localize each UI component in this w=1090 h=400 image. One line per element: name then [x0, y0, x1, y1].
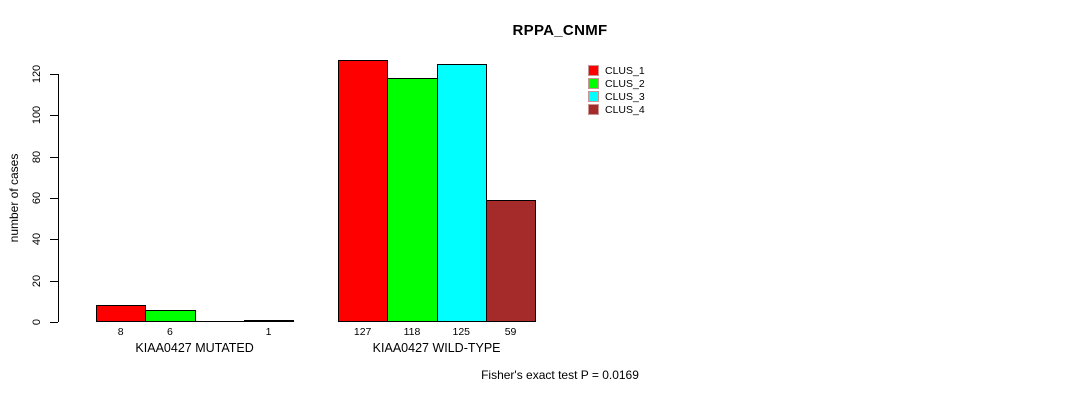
chart-title: RPPA_CNMF [512, 22, 608, 39]
bar-clus-1-group1 [96, 305, 146, 322]
legend-label: CLUS_1 [605, 64, 645, 77]
x-group-label: KIAA0427 WILD-TYPE [372, 341, 501, 355]
y-axis-tick [50, 157, 58, 158]
bar-value-label: 8 [117, 326, 124, 338]
y-axis-tick-label: 20 [31, 274, 43, 288]
bar-value-label: 1 [265, 326, 272, 338]
y-axis-tick [50, 322, 58, 323]
y-axis-tick [50, 198, 58, 199]
bar-value-label: 118 [403, 326, 421, 338]
bar-clus-3-group1-zero [195, 321, 245, 322]
legend-row: CLUS_2 [588, 77, 645, 90]
y-axis-tick [50, 115, 58, 116]
annotation-text: Fisher's exact test P = 0.0169 [481, 368, 639, 382]
legend-row: CLUS_3 [588, 90, 645, 103]
y-axis-tick [50, 74, 58, 75]
y-axis-title: number of cases [7, 153, 21, 243]
legend-row: CLUS_1 [588, 64, 645, 77]
y-axis-tick-label: 60 [31, 191, 43, 205]
legend-row: CLUS_4 [588, 103, 645, 116]
legend-label: CLUS_2 [605, 77, 645, 90]
y-axis-tick-label: 0 [31, 318, 43, 326]
bar-value-label: 6 [167, 326, 173, 338]
y-axis-line [58, 74, 59, 322]
legend-label: CLUS_3 [605, 90, 645, 103]
bar-clus-2-group1 [145, 310, 196, 322]
bar-clus-3-group2 [437, 64, 487, 322]
legend-swatch-clus-2 [588, 78, 599, 89]
x-group-label: KIAA0427 MUTATED [135, 341, 254, 355]
y-axis-tick [50, 281, 58, 282]
bar-clus-1-group2 [338, 60, 388, 322]
y-axis-tick-label: 40 [31, 232, 43, 246]
bar-clus-4-group2 [486, 200, 536, 322]
legend-swatch-clus-4 [588, 104, 599, 115]
y-axis-tick-label: 120 [31, 64, 43, 84]
bar-clus-4-group1 [244, 320, 294, 322]
legend-label: CLUS_4 [605, 103, 645, 116]
legend-swatch-clus-3 [588, 91, 599, 102]
legend-swatch-clus-1 [588, 65, 599, 76]
bar-value-label: 125 [452, 326, 471, 338]
bar-clus-2-group2 [387, 78, 438, 322]
y-axis-tick [50, 239, 58, 240]
bar-value-label: 127 [353, 326, 372, 338]
y-axis-tick-label: 100 [31, 105, 43, 125]
y-axis-tick-label: 80 [31, 150, 43, 164]
bar-value-label: 59 [504, 326, 517, 338]
legend: CLUS_1 CLUS_2 CLUS_3 CLUS_4 [588, 64, 645, 116]
